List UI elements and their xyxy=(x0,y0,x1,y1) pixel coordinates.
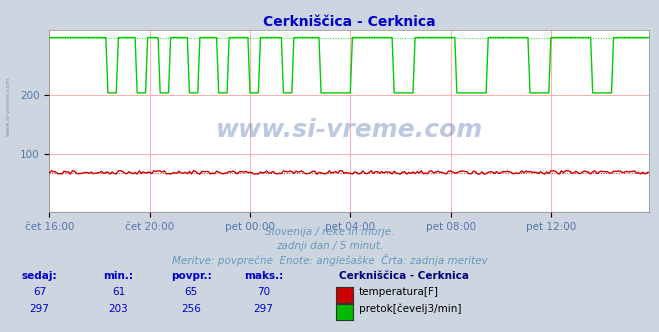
Text: pretok[čevelj3/min]: pretok[čevelj3/min] xyxy=(359,304,462,314)
Text: maks.:: maks.: xyxy=(244,271,283,281)
Text: zadnji dan / 5 minut.: zadnji dan / 5 minut. xyxy=(276,241,383,251)
Text: 256: 256 xyxy=(181,304,201,314)
Text: www.si-vreme.com: www.si-vreme.com xyxy=(5,76,11,136)
Text: Cerkniščica - Cerknica: Cerkniščica - Cerknica xyxy=(339,271,469,281)
Text: sedaj:: sedaj: xyxy=(22,271,57,281)
Text: 203: 203 xyxy=(109,304,129,314)
Text: 70: 70 xyxy=(257,287,270,297)
Text: povpr.:: povpr.: xyxy=(171,271,212,281)
Text: min.:: min.: xyxy=(103,271,134,281)
Text: 297: 297 xyxy=(254,304,273,314)
Text: temperatura[F]: temperatura[F] xyxy=(359,287,439,297)
Title: Cerkniščica - Cerknica: Cerkniščica - Cerknica xyxy=(263,15,436,29)
Text: 61: 61 xyxy=(112,287,125,297)
Text: 65: 65 xyxy=(185,287,198,297)
Text: Meritve: povprečne  Enote: anglešaške  Črta: zadnja meritev: Meritve: povprečne Enote: anglešaške Črt… xyxy=(171,254,488,266)
Text: Slovenija / reke in morje.: Slovenija / reke in morje. xyxy=(265,227,394,237)
Text: 297: 297 xyxy=(30,304,49,314)
Text: 67: 67 xyxy=(33,287,46,297)
Text: www.si-vreme.com: www.si-vreme.com xyxy=(215,118,483,142)
